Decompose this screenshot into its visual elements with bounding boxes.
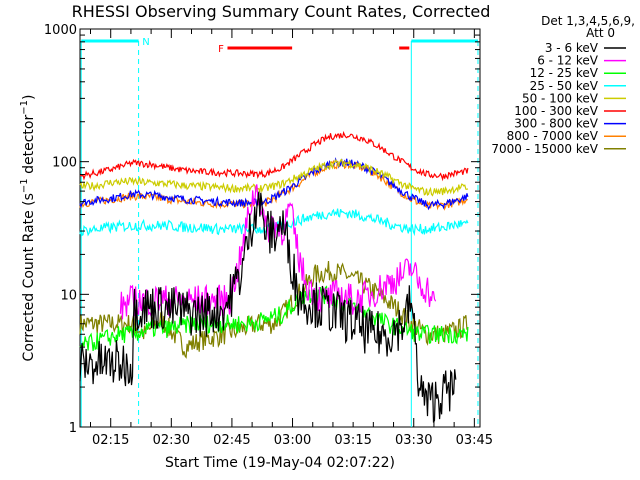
legend-label-0: 3 - 6 keV (545, 41, 599, 55)
series-line-6 (79, 157, 469, 211)
legend-header-line1: Det 1,3,4,5,6,9, (541, 14, 635, 28)
series-line-0 (79, 191, 457, 423)
x-axis-label: Start Time (19-May-04 02:07:22) (165, 455, 395, 471)
night-marker-label: N (142, 37, 149, 48)
data-series (79, 130, 469, 423)
legend-label-1: 6 - 12 keV (537, 54, 599, 68)
x-axis: 02:15 02:30 02:45 03:00 03:15 03:30 03:45 (90, 29, 493, 448)
flare-marker-label: F (218, 44, 224, 55)
legend-label-6: 300 - 800 keV (514, 117, 598, 131)
x-tick-label: 02:30 (153, 433, 190, 448)
x-tick-label: 02:45 (213, 433, 250, 448)
y-axis-label: Corrected Count Rate (s−1 detector−1) (19, 95, 37, 362)
series-line-4 (79, 158, 469, 197)
plot-frame (79, 28, 481, 428)
x-tick-label: 03:15 (334, 433, 371, 448)
series-line-1 (119, 184, 437, 320)
x-tick-label: 02:15 (92, 433, 129, 448)
y-axis: 1 10 100 1000 (44, 23, 480, 436)
y-tick-label: 1000 (44, 23, 77, 38)
x-tick-label: 03:30 (395, 433, 432, 448)
legend-label-5: 100 - 300 keV (514, 104, 598, 118)
x-tick-label: 03:45 (456, 433, 493, 448)
legend-header-line2: Att 0 (586, 26, 615, 40)
series-line-5 (79, 130, 469, 182)
legend-label-3: 25 - 50 keV (530, 79, 599, 93)
y-tick-label: 10 (60, 288, 77, 303)
legend-label-4: 50 - 100 keV (522, 91, 599, 105)
legend-label-7: 800 - 7000 keV (507, 129, 599, 143)
y-tick-label: 100 (52, 156, 77, 171)
legend-label-8: 7000 - 15000 keV (491, 142, 598, 156)
y-tick-label: 1 (69, 421, 77, 436)
x-tick-label: 03:00 (274, 433, 311, 448)
legend-label-2: 12 - 25 keV (530, 66, 599, 80)
chart-title: RHESSI Observing Summary Count Rates, Co… (72, 2, 491, 21)
series-line-8 (79, 260, 469, 359)
